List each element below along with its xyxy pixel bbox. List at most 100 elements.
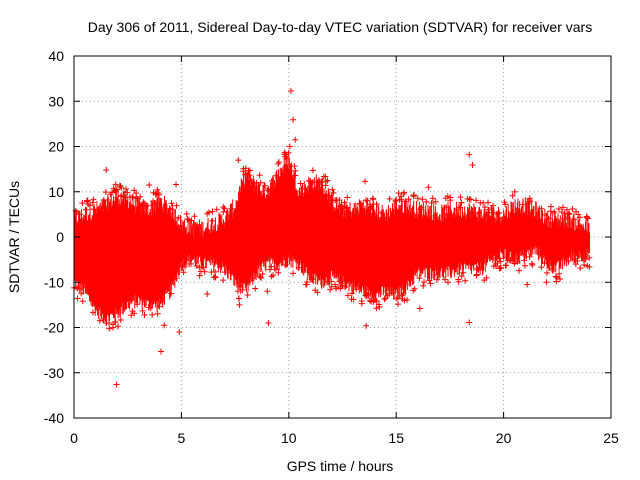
data-point (563, 206, 570, 213)
data-point (258, 274, 265, 281)
data-point (460, 269, 467, 276)
data-point (396, 196, 403, 203)
data-point (494, 254, 501, 261)
data-point (404, 296, 411, 303)
data-point (113, 186, 120, 193)
x-tick-label: 25 (603, 430, 619, 446)
data-point (400, 191, 407, 198)
data-point (541, 259, 548, 266)
data-point (541, 211, 548, 218)
data-point (326, 192, 333, 199)
y-tick-label: -30 (44, 365, 64, 381)
data-point (106, 325, 113, 332)
data-point (574, 257, 581, 264)
data-point (526, 253, 533, 260)
data-point (575, 211, 582, 218)
data-point (369, 195, 376, 202)
data-point (467, 196, 474, 203)
data-point (124, 189, 131, 196)
data-point (420, 282, 427, 289)
data-point (411, 285, 418, 292)
y-tick-label: 0 (56, 229, 64, 245)
data-point (434, 272, 441, 279)
data-point (220, 277, 227, 284)
data-point (543, 279, 550, 286)
y-tick-label: 20 (48, 139, 64, 155)
data-point (262, 182, 269, 189)
data-point (152, 191, 159, 198)
data-point (236, 295, 243, 302)
data-point (290, 116, 297, 123)
data-point (405, 196, 412, 203)
data-point (192, 222, 199, 229)
data-point (144, 202, 151, 209)
data-point (423, 198, 430, 205)
data-point (473, 271, 480, 278)
data-point (501, 199, 508, 206)
data-point (445, 279, 452, 286)
data-point (128, 312, 135, 319)
data-point (586, 263, 593, 270)
data-point (401, 297, 408, 304)
data-point (265, 319, 272, 326)
data-point (268, 263, 275, 270)
data-point (399, 292, 406, 299)
data-point (201, 268, 208, 275)
data-point (395, 301, 402, 308)
data-point (358, 298, 365, 305)
data-point (236, 283, 243, 290)
data-point (381, 296, 388, 303)
data-point (564, 215, 571, 222)
data-point (502, 262, 509, 269)
data-point (180, 269, 187, 276)
data-point (340, 205, 347, 212)
data-point (208, 269, 215, 276)
data-point (154, 310, 161, 317)
data-point (586, 254, 593, 261)
data-point (196, 272, 203, 279)
data-point (365, 291, 372, 298)
plot-area (71, 87, 593, 388)
data-point (392, 197, 399, 204)
data-point (246, 167, 253, 174)
y-tick-label: 30 (48, 93, 64, 109)
data-point (173, 202, 180, 209)
data-point (427, 280, 434, 287)
data-point (489, 209, 496, 216)
data-point (264, 187, 271, 194)
data-point (86, 202, 93, 209)
data-point (157, 348, 164, 355)
data-point (416, 305, 423, 312)
data-point (327, 286, 334, 293)
data-point (348, 290, 355, 297)
y-tick-label: 10 (48, 184, 64, 200)
axis-ticks: 0 5 10 15 20 25 -40 -30 -20 -10 0 10 20 30 40 (44, 48, 619, 446)
data-point (458, 273, 465, 280)
data-point (379, 209, 386, 216)
data-point (73, 209, 80, 216)
data-point (100, 317, 107, 324)
data-point (90, 196, 97, 203)
data-point (494, 260, 501, 267)
data-point (79, 200, 86, 207)
data-point (565, 258, 572, 265)
data-point (183, 210, 190, 217)
data-point (444, 193, 451, 200)
data-point (425, 184, 432, 191)
data-point (481, 204, 488, 211)
data-point (496, 209, 503, 216)
data-point (519, 201, 526, 208)
data-point (106, 320, 113, 327)
data-point (76, 211, 83, 218)
data-point (441, 276, 448, 283)
data-point (358, 200, 365, 207)
data-point (416, 275, 423, 282)
data-point (133, 195, 140, 202)
data-point (382, 295, 389, 302)
data-point (154, 186, 161, 193)
data-point (475, 266, 482, 273)
data-point (256, 172, 263, 179)
y-tick-label: -10 (44, 274, 64, 290)
data-point (569, 206, 576, 213)
data-point (191, 213, 198, 220)
